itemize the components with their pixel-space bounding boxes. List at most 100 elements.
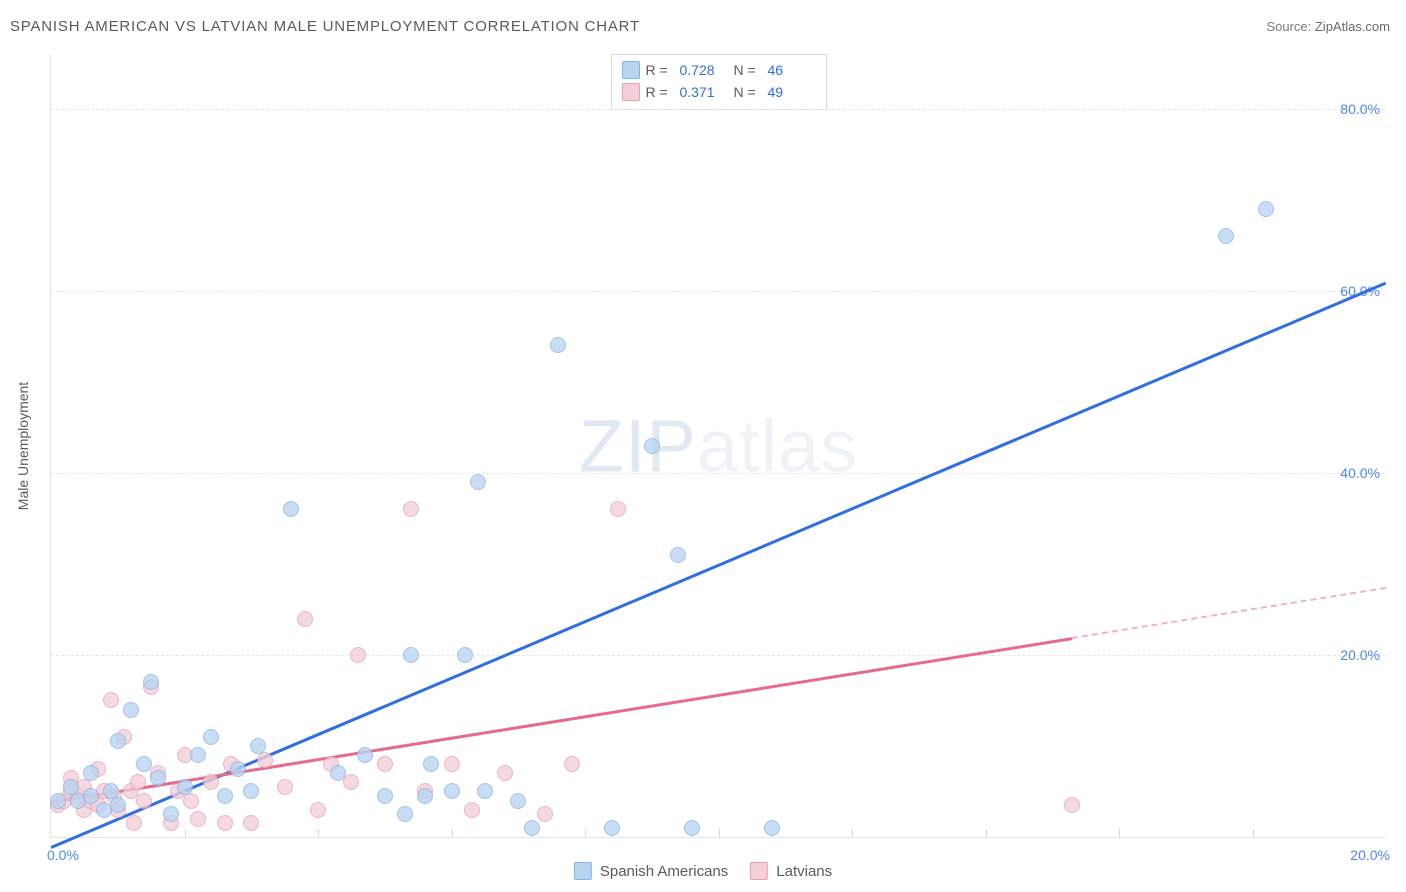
swatch-blue-icon — [622, 61, 640, 79]
gridline-h — [51, 291, 1386, 292]
x-tick — [1253, 829, 1254, 837]
gridline-h — [51, 109, 1386, 110]
data-point-pink — [126, 815, 142, 831]
data-point-pink — [277, 779, 293, 795]
data-point-blue — [423, 756, 439, 772]
data-point-blue — [444, 783, 460, 799]
legend-label-series2: Latvians — [776, 863, 832, 880]
x-tick-label-end: 20.0% — [1350, 847, 1390, 863]
n-value-1: 46 — [768, 62, 816, 78]
data-point-blue — [283, 501, 299, 517]
x-tick — [185, 829, 186, 837]
x-tick — [1119, 829, 1120, 837]
data-point-blue — [397, 806, 413, 822]
legend-swatch-blue-icon — [574, 862, 592, 880]
r-label-1: R = — [646, 62, 674, 78]
x-legend: Spanish Americans Latvians — [574, 862, 832, 880]
data-point-pink — [564, 756, 580, 772]
x-tick-label-start: 0.0% — [47, 847, 79, 863]
stats-row-series1: R = 0.728 N = 46 — [622, 59, 816, 81]
legend-item-series2: Latvians — [750, 862, 832, 880]
x-tick — [986, 829, 987, 837]
data-point-pink — [190, 811, 206, 827]
data-point-blue — [177, 779, 193, 795]
data-point-pink — [464, 802, 480, 818]
data-point-pink — [610, 501, 626, 517]
legend-label-series1: Spanish Americans — [600, 863, 728, 880]
data-point-blue — [143, 674, 159, 690]
regression-line-blue — [51, 282, 1387, 849]
data-point-blue — [764, 820, 780, 836]
data-point-pink — [297, 611, 313, 627]
source-prefix: Source: — [1266, 19, 1314, 34]
data-point-blue — [190, 747, 206, 763]
data-point-blue — [217, 788, 233, 804]
data-point-pink — [130, 774, 146, 790]
data-point-pink — [350, 647, 366, 663]
legend-swatch-pink-icon — [750, 862, 768, 880]
data-point-blue — [510, 793, 526, 809]
legend-item-series1: Spanish Americans — [574, 862, 728, 880]
data-point-blue — [1258, 201, 1274, 217]
gridline-h — [51, 655, 1386, 656]
y-tick-label: 20.0% — [1340, 647, 1380, 663]
n-label-2: N = — [734, 84, 762, 100]
data-point-blue — [163, 806, 179, 822]
watermark-zip: ZIP — [579, 404, 697, 487]
data-point-pink — [243, 815, 259, 831]
data-point-blue — [644, 438, 660, 454]
watermark: ZIPatlas — [579, 403, 858, 488]
data-point-blue — [670, 547, 686, 563]
y-tick-label: 80.0% — [1340, 101, 1380, 117]
data-point-pink — [403, 501, 419, 517]
data-point-blue — [357, 747, 373, 763]
data-point-blue — [123, 702, 139, 718]
r-value-1: 0.728 — [680, 62, 728, 78]
n-value-2: 49 — [768, 84, 816, 100]
data-point-blue — [83, 788, 99, 804]
correlation-stats-box: R = 0.728 N = 46 R = 0.371 N = 49 — [611, 54, 827, 110]
data-point-blue — [203, 729, 219, 745]
data-point-pink — [343, 774, 359, 790]
x-tick — [452, 829, 453, 837]
gridline-h — [51, 473, 1386, 474]
data-point-blue — [470, 474, 486, 490]
data-point-blue — [1218, 228, 1234, 244]
data-point-pink — [537, 806, 553, 822]
r-label-2: R = — [646, 84, 674, 100]
data-point-pink — [310, 802, 326, 818]
n-label-1: N = — [734, 62, 762, 78]
data-point-blue — [550, 337, 566, 353]
y-tick-label: 40.0% — [1340, 465, 1380, 481]
data-point-pink — [136, 793, 152, 809]
data-point-pink — [1064, 797, 1080, 813]
data-point-blue — [50, 793, 66, 809]
data-point-blue — [524, 820, 540, 836]
data-point-blue — [330, 765, 346, 781]
data-point-pink — [203, 774, 219, 790]
data-point-pink — [103, 692, 119, 708]
source-link[interactable]: ZipAtlas.com — [1315, 19, 1390, 34]
data-point-pink — [444, 756, 460, 772]
data-point-blue — [377, 788, 393, 804]
source-credit: Source: ZipAtlas.com — [1266, 19, 1390, 34]
data-point-blue — [403, 647, 419, 663]
data-point-blue — [457, 647, 473, 663]
data-point-blue — [417, 788, 433, 804]
x-tick — [585, 829, 586, 837]
x-tick — [719, 829, 720, 837]
data-point-blue — [684, 820, 700, 836]
data-point-blue — [110, 797, 126, 813]
data-point-pink — [257, 752, 273, 768]
y-axis-label: Male Unemployment — [15, 382, 31, 510]
x-tick — [318, 829, 319, 837]
data-point-blue — [604, 820, 620, 836]
data-point-blue — [250, 738, 266, 754]
data-point-blue — [230, 761, 246, 777]
data-point-blue — [110, 733, 126, 749]
scatter-plot-area: ZIPatlas R = 0.728 N = 46 R = 0.371 N = … — [50, 54, 1386, 838]
chart-header: SPANISH AMERICAN VS LATVIAN MALE UNEMPLO… — [0, 0, 1406, 44]
r-value-2: 0.371 — [680, 84, 728, 100]
watermark-atlas: atlas — [697, 404, 858, 487]
stats-row-series2: R = 0.371 N = 49 — [622, 81, 816, 103]
